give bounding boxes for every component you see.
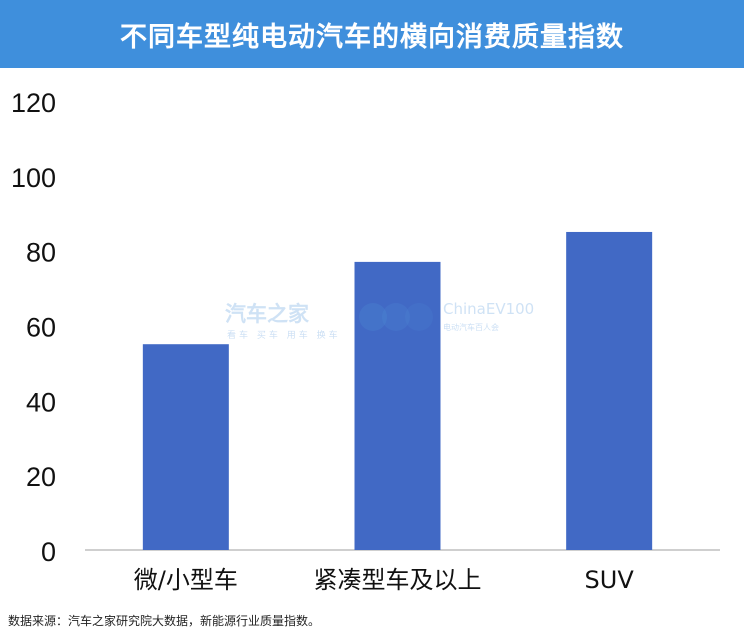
source-note: 数据来源：汽车之家研究院大数据，新能源行业质量指数。 <box>8 614 321 628</box>
x-tick-label: 微/小型车 <box>134 566 238 594</box>
y-tick-label: 40 <box>26 387 56 417</box>
bar <box>142 344 229 550</box>
y-tick-label: 0 <box>41 537 56 567</box>
bar <box>354 261 441 550</box>
y-tick-label: 120 <box>11 88 56 118</box>
y-tick-label: 20 <box>26 462 56 492</box>
chart-title: 不同车型纯电动汽车的横向消费质量指数 <box>120 21 624 53</box>
chart-area: 0 20 40 60 80 100 120 微/小型车 紧凑型车及以上 SUV <box>0 68 744 613</box>
y-tick-label: 100 <box>11 163 56 193</box>
y-tick-label: 80 <box>26 238 56 268</box>
y-tick-label: 60 <box>26 313 56 343</box>
bar <box>566 231 653 551</box>
chart-header: 不同车型纯电动汽车的横向消费质量指数 <box>0 0 744 68</box>
bar-chart: 0 20 40 60 80 100 120 微/小型车 紧凑型车及以上 SUV <box>11 88 720 594</box>
x-tick-label: SUV <box>585 566 635 594</box>
x-tick-label: 紧凑型车及以上 <box>314 566 482 594</box>
